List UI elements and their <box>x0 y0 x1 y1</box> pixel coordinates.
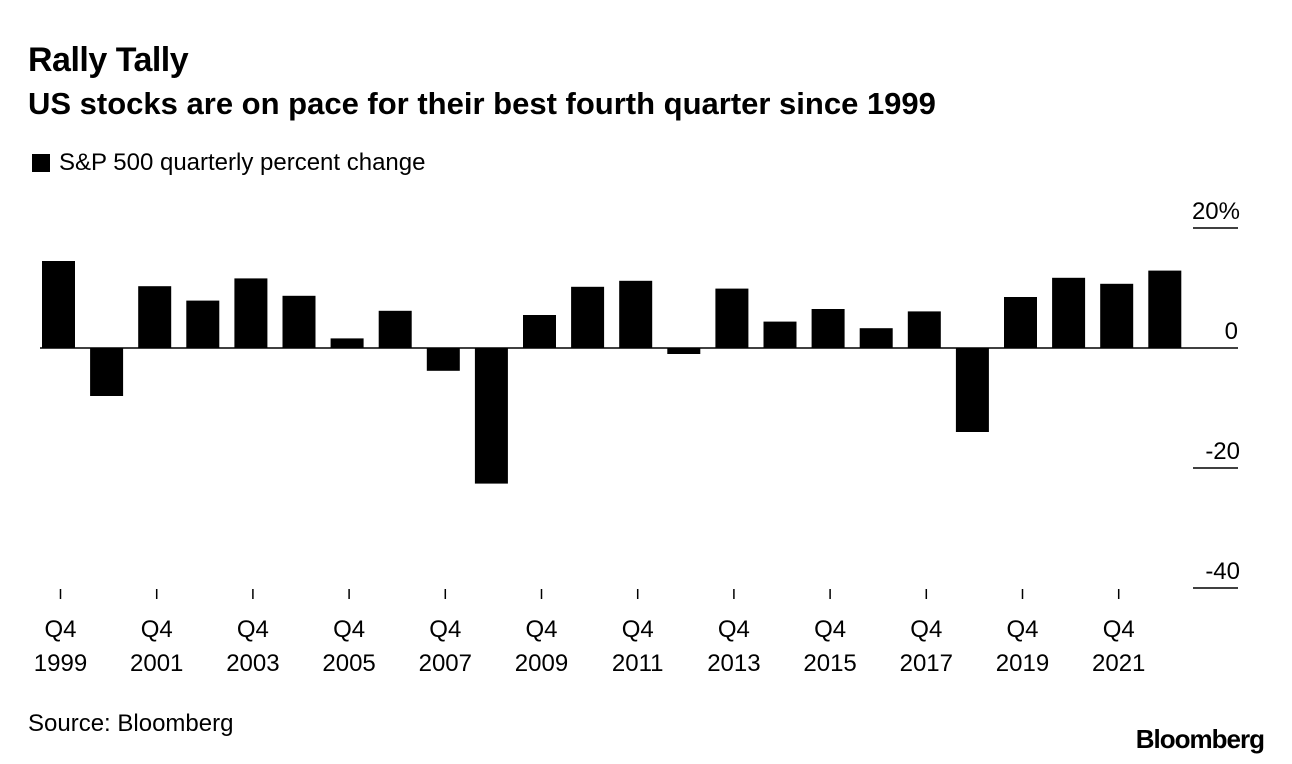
chart-subtitle: US stocks are on pace for their best fou… <box>28 86 936 121</box>
bar-q4-2020 <box>1052 277 1086 348</box>
legend-swatch <box>32 154 50 172</box>
x-tick-label-year: 2011 <box>612 650 664 677</box>
x-tick-label-quarter: Q4 <box>1103 616 1135 643</box>
bar-q4-2011 <box>619 280 653 348</box>
x-tick-label-quarter: Q4 <box>910 616 942 643</box>
x-tick-label-year: 2007 <box>419 650 472 677</box>
bar-q4-2016 <box>859 328 893 348</box>
y-tick-label: 0 <box>1225 318 1238 345</box>
x-tick-label-quarter: Q4 <box>141 616 173 643</box>
x-tick-label-year: 2021 <box>1092 650 1145 677</box>
bars-group <box>42 261 1182 484</box>
x-tick-label-year: 2009 <box>515 650 568 677</box>
chart-legend: S&P 500 quarterly percent change <box>32 146 425 180</box>
bar-q4-2015 <box>811 309 845 348</box>
bar-q4-2022 <box>1148 270 1182 348</box>
x-tick-label-quarter: Q4 <box>1006 616 1038 643</box>
bar-q4-2005 <box>330 338 364 348</box>
source-note: Source: Bloomberg <box>28 710 234 737</box>
x-tick-label-year: 2003 <box>226 650 279 677</box>
x-tick-label-year: 2017 <box>900 650 953 677</box>
bar-q4-2019 <box>1004 297 1037 348</box>
bar-q4-2000 <box>90 348 124 396</box>
bar-q4-2018 <box>955 348 989 432</box>
x-tick-label-quarter: Q4 <box>237 616 269 643</box>
bar-q4-2006 <box>378 310 412 348</box>
bar-q4-2021 <box>1100 283 1134 348</box>
y-axis: 20% 0 -20 -40 <box>1192 198 1240 589</box>
x-tick-label-quarter: Q4 <box>333 616 365 643</box>
bar-q4-2009 <box>523 315 556 348</box>
x-tick-label-quarter: Q4 <box>622 616 654 643</box>
x-tick-label-year: 2001 <box>130 650 183 677</box>
x-tick-label-year: 1999 <box>34 650 87 677</box>
bar-q4-1999 <box>42 261 75 348</box>
bar-q4-2017 <box>907 311 941 348</box>
x-tick-label-year: 2005 <box>322 650 375 677</box>
bar-q4-2012 <box>667 348 701 354</box>
legend-label: S&P 500 quarterly percent change <box>59 149 426 176</box>
x-tick-label-quarter: Q4 <box>718 616 750 643</box>
x-tick-label-year: 2013 <box>707 650 760 677</box>
bar-q4-2001 <box>138 286 172 348</box>
x-tick-label-year: 2019 <box>996 650 1049 677</box>
y-tick-label: -40 <box>1205 558 1240 585</box>
y-tick-label: -20 <box>1205 438 1240 465</box>
bar-q4-2003 <box>234 278 268 348</box>
x-tick-label-quarter: Q4 <box>44 616 76 643</box>
x-tick-label-quarter: Q4 <box>814 616 846 643</box>
x-axis: Q4 1999 Q4 2001 Q4 2003 Q4 2005 Q4 2007 Q4 2009 Q4 20… <box>34 589 1145 677</box>
bar-q4-2013 <box>715 288 749 348</box>
chart-title: Rally Tally <box>28 41 189 79</box>
bloomberg-logo: Bloomberg <box>1135 724 1265 754</box>
x-tick-label-quarter: Q4 <box>525 616 557 643</box>
bar-q4-2004 <box>282 295 316 348</box>
bar-q4-2002 <box>186 300 220 348</box>
bar-q4-2007 <box>426 348 460 371</box>
bar-q4-2010 <box>571 286 605 348</box>
y-tick-label: 20% <box>1192 198 1240 225</box>
bar-q4-2008 <box>474 348 508 484</box>
bar-q4-2014 <box>763 321 797 348</box>
x-tick-label-year: 2015 <box>803 650 856 677</box>
x-tick-label-quarter: Q4 <box>429 616 461 643</box>
